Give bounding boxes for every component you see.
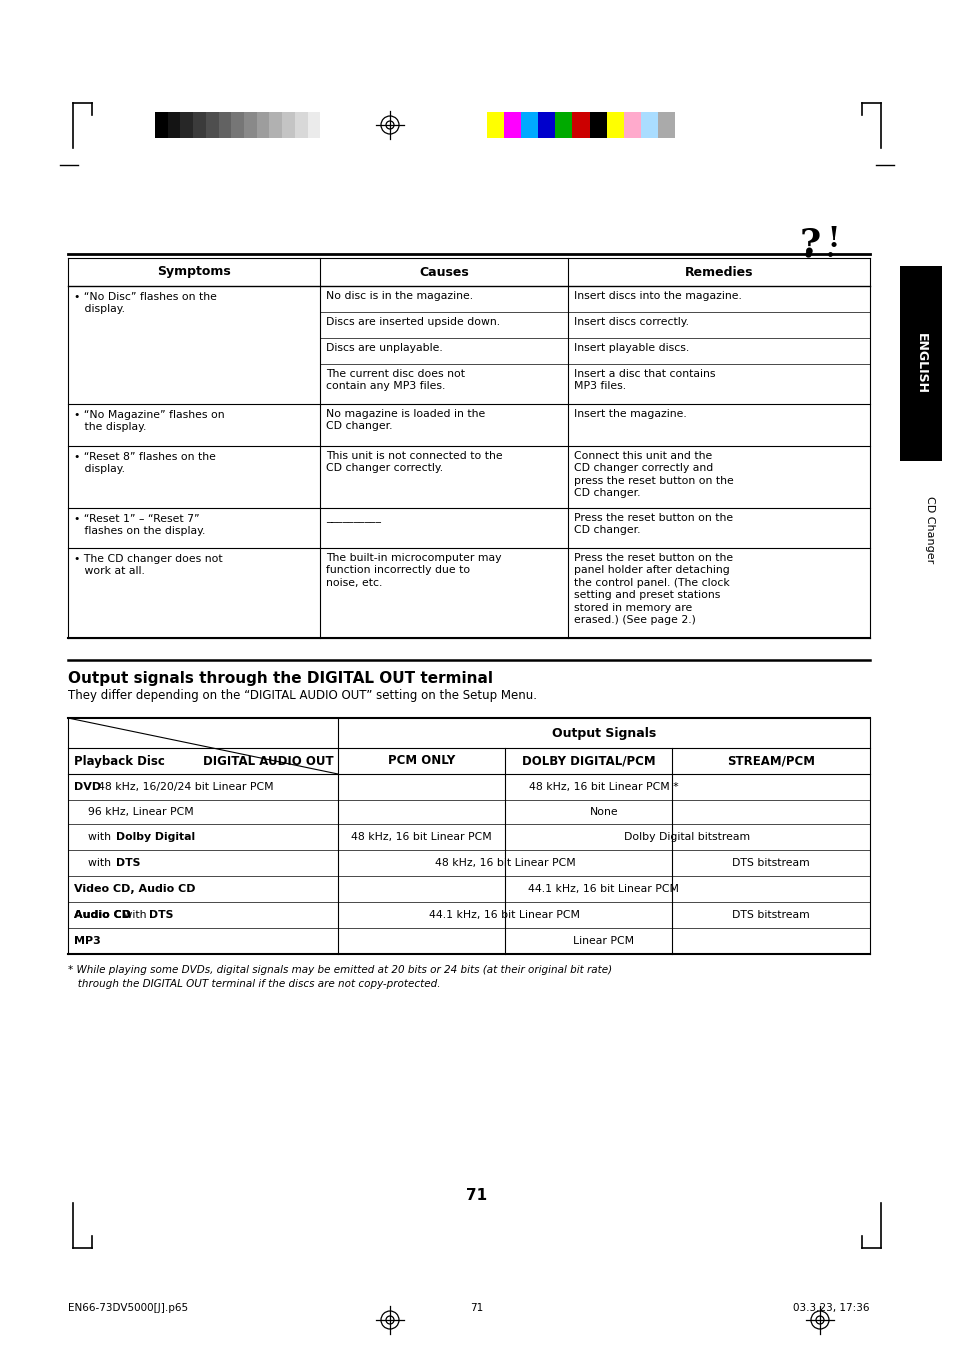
Bar <box>269 112 282 138</box>
Text: 48 kHz, 16/20/24 bit Linear PCM: 48 kHz, 16/20/24 bit Linear PCM <box>91 782 274 792</box>
Text: The current disc does not
contain any MP3 files.: The current disc does not contain any MP… <box>326 369 464 392</box>
Text: __________: __________ <box>326 513 380 523</box>
Text: 71: 71 <box>466 1188 487 1202</box>
Text: • “No Disc” flashes on the
   display.: • “No Disc” flashes on the display. <box>74 292 216 315</box>
Text: Connect this unit and the
CD changer correctly and
press the reset button on the: Connect this unit and the CD changer cor… <box>574 451 733 499</box>
Text: DTS bitstream: DTS bitstream <box>731 858 809 867</box>
Text: 03.3.23, 17:36: 03.3.23, 17:36 <box>793 1302 869 1313</box>
Text: CD Changer: CD Changer <box>924 496 934 563</box>
Text: Causes: Causes <box>418 266 468 278</box>
Bar <box>320 112 333 138</box>
Text: Symptoms: Symptoms <box>157 266 231 278</box>
Bar <box>658 112 675 138</box>
Text: STREAM/PCM: STREAM/PCM <box>726 754 814 767</box>
Text: 44.1 kHz, 16 bit Linear PCM: 44.1 kHz, 16 bit Linear PCM <box>429 911 579 920</box>
Text: Insert discs correctly.: Insert discs correctly. <box>574 317 688 327</box>
Text: ?: ? <box>799 226 820 259</box>
Text: Output signals through the DIGITAL OUT terminal: Output signals through the DIGITAL OUT t… <box>68 670 493 685</box>
Text: MP3: MP3 <box>74 936 101 946</box>
Bar <box>623 112 640 138</box>
Text: • The CD changer does not
   work at all.: • The CD changer does not work at all. <box>74 554 222 577</box>
Text: Video CD, Audio CD: Video CD, Audio CD <box>74 884 195 894</box>
Text: EN66-73DV5000[J].p65: EN66-73DV5000[J].p65 <box>68 1302 188 1313</box>
Text: with: with <box>120 911 150 920</box>
Bar <box>193 112 206 138</box>
Text: * While playing some DVDs, digital signals may be emitted at 20 bits or 24 bits : * While playing some DVDs, digital signa… <box>68 965 612 975</box>
Text: Output Signals: Output Signals <box>551 727 656 739</box>
Text: 44.1 kHz, 16 bit Linear PCM: 44.1 kHz, 16 bit Linear PCM <box>528 884 679 894</box>
Text: Remedies: Remedies <box>684 266 753 278</box>
Text: Dolby Digital bitstream: Dolby Digital bitstream <box>624 832 750 842</box>
Text: • “Reset 1” – “Reset 7”
   flashes on the display.: • “Reset 1” – “Reset 7” flashes on the d… <box>74 513 205 536</box>
Text: DOLBY DIGITAL/PCM: DOLBY DIGITAL/PCM <box>521 754 655 767</box>
Text: Linear PCM: Linear PCM <box>573 936 634 946</box>
Text: They differ depending on the “DIGITAL AUDIO OUT” setting on the Setup Menu.: They differ depending on the “DIGITAL AU… <box>68 689 537 703</box>
Text: with: with <box>74 858 114 867</box>
Text: DTS bitstream: DTS bitstream <box>731 911 809 920</box>
Text: with: with <box>74 832 114 842</box>
Bar <box>503 112 520 138</box>
Text: !: ! <box>827 226 840 253</box>
Bar <box>520 112 537 138</box>
Text: Insert a disc that contains
MP3 files.: Insert a disc that contains MP3 files. <box>574 369 715 392</box>
Bar <box>231 112 244 138</box>
Text: DIGITAL AUDIO OUT: DIGITAL AUDIO OUT <box>203 755 334 767</box>
Bar <box>589 112 606 138</box>
Bar <box>180 112 193 138</box>
Bar <box>606 112 623 138</box>
Text: 48 kHz, 16 bit Linear PCM: 48 kHz, 16 bit Linear PCM <box>435 858 575 867</box>
Text: Audio CD: Audio CD <box>74 911 131 920</box>
Bar <box>218 112 231 138</box>
Text: PCM ONLY: PCM ONLY <box>388 754 455 767</box>
Text: Discs are unplayable.: Discs are unplayable. <box>326 343 442 353</box>
Bar <box>640 112 658 138</box>
Bar <box>537 112 555 138</box>
Text: Insert playable discs.: Insert playable discs. <box>574 343 688 353</box>
Text: Insert the magazine.: Insert the magazine. <box>574 409 686 419</box>
Text: Press the reset button on the
panel holder after detaching
the control panel. (T: Press the reset button on the panel hold… <box>574 553 732 626</box>
Text: Playback Disc: Playback Disc <box>74 755 165 767</box>
Bar <box>256 112 269 138</box>
Text: Audio CD: Audio CD <box>74 911 131 920</box>
Bar <box>168 112 180 138</box>
Text: 48 kHz, 16 bit Linear PCM: 48 kHz, 16 bit Linear PCM <box>351 832 492 842</box>
Text: The built-in microcomputer may
function incorrectly due to
noise, etc.: The built-in microcomputer may function … <box>326 553 501 588</box>
Bar <box>572 112 589 138</box>
Text: DTS: DTS <box>149 911 173 920</box>
Bar <box>282 112 294 138</box>
Text: DTS: DTS <box>116 858 140 867</box>
Text: • “Reset 8” flashes on the
   display.: • “Reset 8” flashes on the display. <box>74 453 215 474</box>
Text: None: None <box>589 807 618 817</box>
Text: through the DIGITAL OUT terminal if the discs are not copy-protected.: through the DIGITAL OUT terminal if the … <box>68 979 440 989</box>
Text: ENGLISH: ENGLISH <box>914 332 926 394</box>
Bar <box>206 112 218 138</box>
Bar <box>307 112 320 138</box>
Text: 96 kHz, Linear PCM: 96 kHz, Linear PCM <box>74 807 193 817</box>
Bar <box>899 266 941 461</box>
Text: This unit is not connected to the
CD changer correctly.: This unit is not connected to the CD cha… <box>326 451 502 473</box>
Bar <box>486 112 503 138</box>
Text: Insert discs into the magazine.: Insert discs into the magazine. <box>574 290 741 301</box>
Text: 71: 71 <box>470 1302 483 1313</box>
Text: DVD: DVD <box>74 782 101 792</box>
Text: No disc is in the magazine.: No disc is in the magazine. <box>326 290 473 301</box>
Text: • “No Magazine” flashes on
   the display.: • “No Magazine” flashes on the display. <box>74 409 224 432</box>
Bar <box>244 112 256 138</box>
Text: No magazine is loaded in the
CD changer.: No magazine is loaded in the CD changer. <box>326 409 485 431</box>
Text: 48 kHz, 16 bit Linear PCM *: 48 kHz, 16 bit Linear PCM * <box>529 782 679 792</box>
Bar <box>555 112 572 138</box>
Bar <box>294 112 307 138</box>
Text: Dolby Digital: Dolby Digital <box>116 832 195 842</box>
Text: Discs are inserted upside down.: Discs are inserted upside down. <box>326 317 499 327</box>
Text: Press the reset button on the
CD changer.: Press the reset button on the CD changer… <box>574 513 732 535</box>
Bar <box>154 112 168 138</box>
